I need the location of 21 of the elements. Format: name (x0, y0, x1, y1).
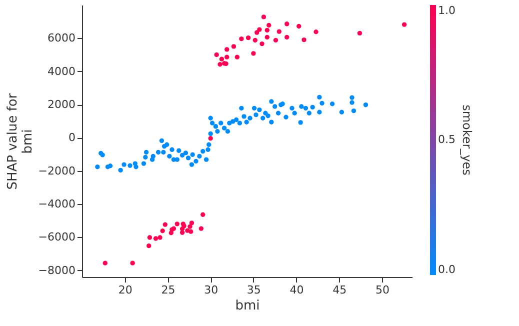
y-tick-label: 4000 (48, 64, 76, 78)
x-tick-label: 50 (376, 284, 390, 296)
color-bar-label: 0.5 (438, 133, 456, 146)
x-tick-label: 40 (290, 284, 304, 296)
y-tick-label: −8000 (38, 264, 76, 277)
x-tick-label: 20 (118, 284, 132, 296)
y-axis-title: SHAP value for bmi (5, 92, 36, 190)
y-tick-label: −2000 (38, 164, 76, 178)
x-tick-label: 25 (161, 284, 176, 296)
y-tick-label: −4000 (38, 198, 76, 211)
color-bar-label: 1.0 (438, 4, 456, 17)
y-tick-label: −6000 (38, 230, 76, 244)
color-bar-title: smoker_yes (460, 104, 474, 176)
x-tick-label: 30 (204, 284, 218, 296)
y-tick-label: 0 (68, 131, 76, 144)
x-axis-title: bmi (235, 298, 260, 314)
color-bar-label: 0.0 (438, 263, 456, 276)
x-tick-label: 45 (332, 284, 347, 296)
x-tick-label: 35 (246, 284, 261, 296)
y-tick-label: 2000 (48, 98, 76, 112)
y-tick-label: 6000 (48, 32, 76, 45)
